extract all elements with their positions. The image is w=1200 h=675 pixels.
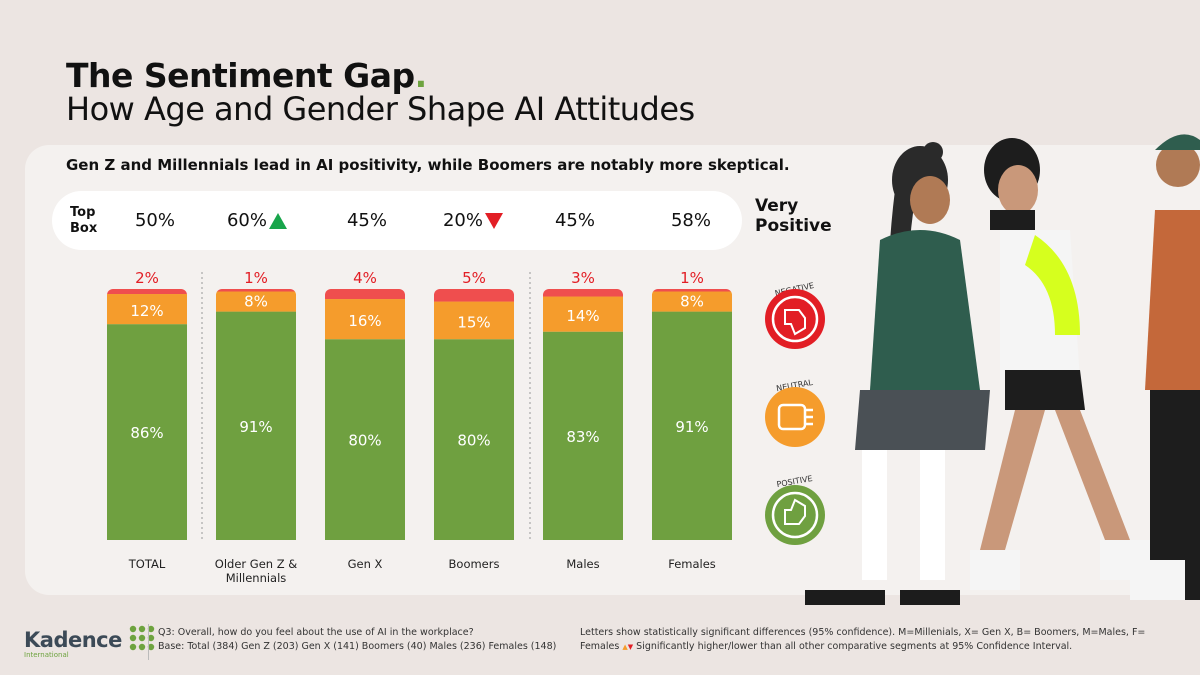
significance-up-icon [269, 213, 287, 229]
data-label-positive: 80% [348, 432, 381, 450]
footer-divider [148, 624, 149, 660]
data-label-positive: 91% [675, 418, 708, 436]
top-box-value: 60% [212, 210, 302, 231]
top-box-value-text: 45% [346, 210, 387, 231]
logo-subtitle: International [24, 651, 69, 659]
category-label: TOTAL [128, 557, 166, 571]
category-label: Gen X [347, 557, 383, 571]
top-box-value-text: 58% [670, 210, 711, 231]
data-label-neutral: 8% [680, 293, 704, 311]
top-box-label: Top Box [70, 205, 98, 236]
bar-segment-positive [216, 311, 296, 540]
logo-dots-icon [129, 625, 154, 651]
category-label: Older Gen Z & Millennials [214, 557, 298, 585]
data-label-neutral: 8% [244, 293, 268, 311]
page-subtitle: How Age and Gender Shape AI Attitudes [66, 90, 695, 128]
bar-segment-negative [652, 289, 732, 292]
bar-segment-positive [325, 339, 405, 540]
top-box-value-text: 50% [134, 210, 175, 231]
top-box-value: 45% [530, 210, 620, 231]
category-label: Males [566, 557, 600, 571]
data-label-positive: 80% [457, 432, 490, 450]
bar-segment-positive [543, 331, 623, 540]
bar-segment-negative [107, 289, 187, 295]
data-label-neutral: 16% [348, 312, 381, 330]
footer-significance-note: Letters show statistically significant d… [580, 627, 1146, 652]
bar-segment-neutral [652, 291, 732, 312]
data-label-negative: 1% [244, 269, 268, 287]
data-label-neutral: 12% [130, 302, 163, 320]
data-label-negative: 3% [571, 269, 595, 287]
very-positive-label: Very Positive [755, 196, 832, 236]
top-box-value: 20% [428, 210, 518, 231]
headline: Gen Z and Millennials lead in AI positiv… [66, 156, 790, 174]
top-box-value-text: 20% [442, 210, 483, 231]
footer-question: Q3: Overall, how do you feel about the u… [158, 627, 557, 652]
data-label-positive: 86% [130, 424, 163, 442]
bar-segment-negative [216, 289, 296, 292]
bar-segment-neutral [543, 296, 623, 332]
neutral-hand-icon: NEUTRAL [765, 378, 825, 447]
positive-thumbs-up-icon: POSITIVE [765, 474, 825, 545]
bar-segment-positive [107, 324, 187, 540]
data-label-negative: 2% [135, 269, 159, 287]
bar-segment-positive [652, 311, 732, 540]
category-label: Females [668, 557, 716, 571]
data-label-positive: 83% [566, 428, 599, 446]
data-label-neutral: 15% [457, 313, 490, 331]
significance-down-icon [485, 213, 503, 229]
bar-segment-negative [434, 289, 514, 302]
bar-segment-neutral [434, 301, 514, 340]
bar-segment-negative [543, 289, 623, 297]
data-label-positive: 91% [239, 418, 272, 436]
bar-segment-positive [434, 339, 514, 540]
page-title: The Sentiment Gap. [66, 56, 427, 95]
bar-segment-neutral [107, 294, 187, 325]
top-box-row [52, 191, 742, 250]
data-label-negative: 4% [353, 269, 377, 287]
data-label-neutral: 14% [566, 307, 599, 325]
data-label-negative: 1% [680, 269, 704, 287]
top-box-value: 58% [646, 210, 736, 231]
negative-thumbs-down-icon: NEGATIVE [765, 281, 825, 349]
kadence-logo: Kadence [24, 625, 155, 652]
top-box-value: 45% [322, 210, 412, 231]
top-box-value-text: 60% [226, 210, 267, 231]
category-label: Boomers [448, 557, 500, 571]
top-box-value-text: 45% [554, 210, 595, 231]
top-box-value: 50% [110, 210, 200, 231]
bar-segment-neutral [216, 291, 296, 312]
bar-segment-neutral [325, 299, 405, 340]
people-illustration [805, 134, 1200, 605]
bar-segment-negative [325, 289, 405, 300]
data-label-negative: 5% [462, 269, 486, 287]
